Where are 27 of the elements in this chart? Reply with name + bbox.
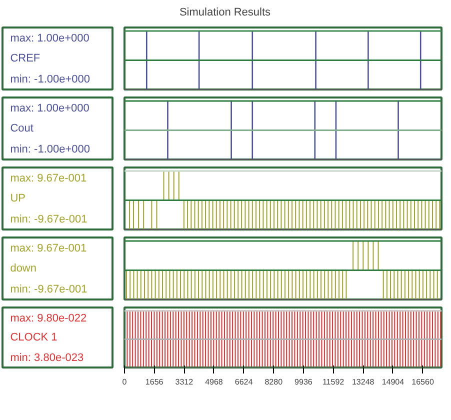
text: Cout: [10, 122, 34, 134]
text: max: 9.80e-022: [10, 312, 87, 324]
text: max: 1.00e+000: [10, 32, 90, 45]
text: down: [10, 262, 36, 274]
text: CLOCK 1: [10, 332, 58, 344]
x-tick-label: 6624: [234, 378, 254, 386]
x-tick-label: 0: [122, 378, 128, 386]
x-tick-label: 16560: [412, 378, 434, 386]
text: min: -1.00e+000: [10, 144, 90, 156]
text: min: -1.00e+000: [10, 74, 90, 86]
chart-title: Simulation Results: [179, 6, 272, 19]
x-tick-label: 14904: [382, 378, 405, 386]
text: max: 9.67e-001: [10, 172, 87, 185]
x-tick-label: 9936: [294, 378, 313, 386]
text: min: -9.67e-001: [10, 214, 88, 226]
text: min: 3.80e-023: [10, 352, 84, 364]
x-tick-label: 8280: [264, 378, 284, 386]
text: max: 1.00e+000: [10, 102, 90, 115]
x-tick-label: 1656: [145, 378, 164, 386]
x-tick-label: 4968: [205, 378, 224, 386]
text: min: -9.67e-001: [10, 284, 88, 296]
text: max: 9.67e-001: [10, 242, 87, 255]
text: UP: [10, 192, 26, 204]
text: CREF: [10, 52, 40, 64]
x-tick-label: 3312: [175, 378, 194, 386]
x-tick-label: 13248: [352, 378, 375, 386]
x-tick-label: 11592: [322, 378, 345, 386]
